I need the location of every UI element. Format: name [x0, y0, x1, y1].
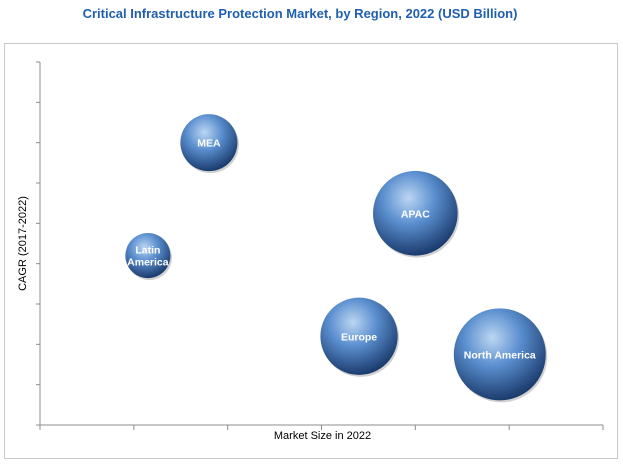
- y-axis-ticks: [36, 61, 40, 426]
- bubble-label: North America: [464, 349, 536, 361]
- bubble-label: Latin America: [127, 245, 169, 269]
- bubbles: North America Europe APAC MEA Latin America: [125, 114, 548, 403]
- y-axis-label: CAGR (2017-2022): [17, 196, 29, 291]
- bubble-marker: [125, 233, 171, 279]
- bubble-marker: [180, 114, 238, 172]
- x-axis-label: Market Size in 2022: [274, 430, 371, 442]
- axes: [36, 61, 604, 430]
- bubble-marker: [373, 170, 458, 256]
- bubble-europe: Europe: [320, 297, 400, 377]
- bubble-mea: MEA: [180, 114, 239, 174]
- bubble-label: APAC: [401, 208, 430, 220]
- bubble-label: MEA: [197, 138, 221, 150]
- chart-title: Critical Infrastructure Protection Marke…: [82, 6, 518, 21]
- x-axis-ticks: [39, 425, 604, 430]
- bubble-marker: [320, 297, 398, 375]
- bubble-marker: [453, 308, 546, 401]
- bubble-north-america: North America: [453, 308, 548, 403]
- bubble-apac: APAC: [373, 170, 460, 258]
- bubble-label: Europe: [341, 331, 377, 343]
- bubble-latin-america: Latin America: [125, 233, 172, 281]
- plot-frame: [4, 43, 618, 459]
